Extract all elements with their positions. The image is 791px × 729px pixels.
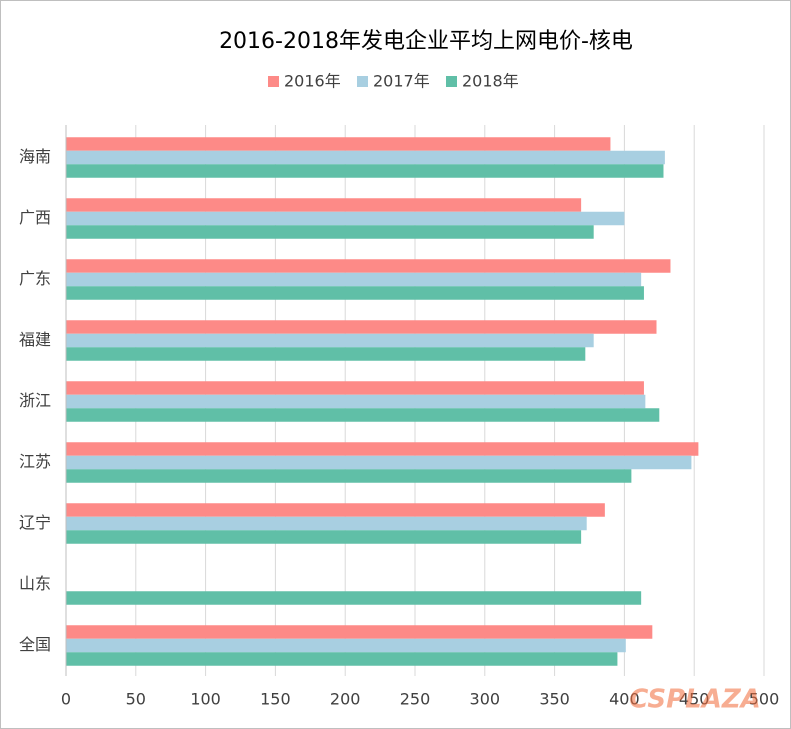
bar [66,408,660,422]
bar [66,272,642,287]
y-tick-label: 山东 [19,574,51,593]
bar [66,469,632,483]
bar [66,137,611,151]
y-tick-label: 海南 [19,147,51,166]
bar [66,503,605,517]
bar [66,211,625,226]
bar [66,516,587,531]
y-tick-label: 辽宁 [19,513,51,532]
legend-label: 2017年 [373,72,430,91]
y-tick-label: 浙江 [19,391,51,410]
bar [66,455,692,470]
bar [66,225,594,239]
legend-label: 2018年 [462,72,519,91]
bar [66,381,644,395]
bar [66,638,626,653]
bar [66,652,618,666]
bar [66,530,582,544]
y-tick-label: 江苏 [19,452,51,471]
chart-title: 2016-2018年发电企业平均上网电价-核电 [219,29,633,54]
legend-swatch [357,76,368,87]
x-tick-label: 0 [61,690,71,709]
bar [66,333,594,348]
x-tick-label: 500 [749,690,780,709]
y-tick-label: 广东 [19,269,51,288]
x-tick-label: 250 [400,690,431,709]
bar [66,591,642,605]
bar [66,442,699,456]
x-tick-label: 200 [330,690,361,709]
bar [66,286,644,300]
bar [66,150,665,165]
x-tick-label: 50 [126,690,146,709]
bar [66,164,664,178]
legend-swatch [268,76,279,87]
x-tick-label: 100 [190,690,221,709]
bar [66,347,586,361]
legend-swatch [446,76,457,87]
x-tick-label: 450 [679,690,710,709]
bar [66,259,671,273]
x-tick-label: 350 [539,690,570,709]
bar [66,320,657,334]
x-tick-label: 400 [609,690,640,709]
y-tick-label: 全国 [19,635,51,654]
bar [66,625,653,639]
bar [66,394,646,409]
watermark: CSPLAZA [629,685,761,715]
y-tick-label: 福建 [19,330,51,349]
y-tick-label: 广西 [19,208,51,227]
legend-label: 2016年 [284,72,341,91]
x-tick-label: 300 [470,690,501,709]
x-tick-label: 150 [260,690,291,709]
bar [66,198,582,212]
